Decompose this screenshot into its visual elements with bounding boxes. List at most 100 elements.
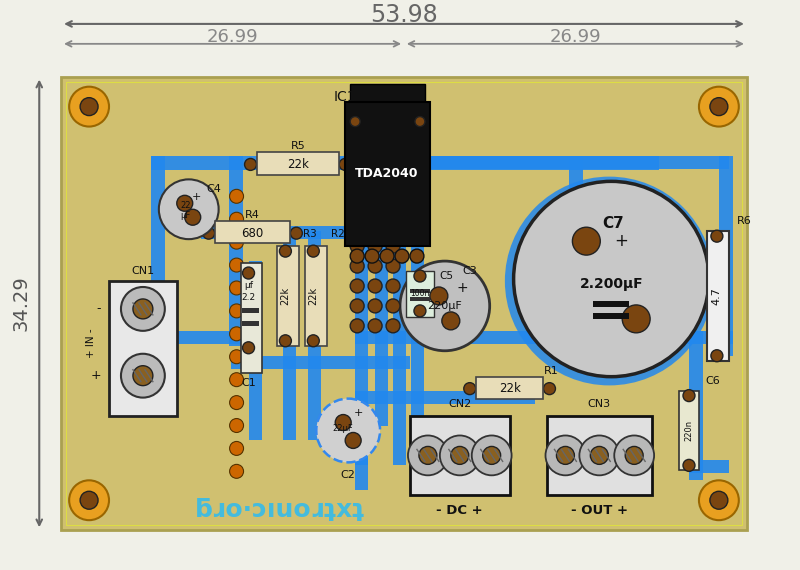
Text: C1: C1 <box>241 378 256 388</box>
Bar <box>410 289 430 293</box>
Circle shape <box>345 433 361 449</box>
Text: -: - <box>97 303 101 315</box>
Circle shape <box>230 327 243 341</box>
Circle shape <box>279 245 291 257</box>
Circle shape <box>699 87 739 127</box>
Text: CN2: CN2 <box>448 398 471 409</box>
Text: 100n: 100n <box>410 290 430 299</box>
Text: 4.7: 4.7 <box>712 287 722 305</box>
Circle shape <box>290 227 302 239</box>
Text: R1: R1 <box>543 366 558 376</box>
Circle shape <box>482 446 501 465</box>
Circle shape <box>464 382 476 394</box>
Text: +: + <box>354 408 363 418</box>
Text: R3: R3 <box>303 229 317 239</box>
Circle shape <box>279 335 291 347</box>
Circle shape <box>626 446 643 465</box>
Text: 22: 22 <box>181 201 191 210</box>
Circle shape <box>410 249 424 263</box>
Circle shape <box>177 196 193 211</box>
Text: - OUT +: - OUT + <box>571 504 628 517</box>
Circle shape <box>395 249 409 263</box>
Bar <box>355 390 368 490</box>
Circle shape <box>415 117 425 127</box>
Circle shape <box>202 227 214 239</box>
Circle shape <box>242 342 254 354</box>
Bar <box>410 297 430 301</box>
Circle shape <box>386 279 400 293</box>
Text: 26.99: 26.99 <box>550 28 601 46</box>
Circle shape <box>133 299 153 319</box>
Bar <box>375 156 388 426</box>
Circle shape <box>230 281 243 295</box>
Circle shape <box>365 249 379 263</box>
Circle shape <box>579 435 619 475</box>
Circle shape <box>230 441 243 455</box>
Circle shape <box>590 446 608 465</box>
Text: CN3: CN3 <box>588 398 611 409</box>
Bar <box>350 84 425 105</box>
Bar <box>406 271 434 317</box>
Circle shape <box>230 418 243 433</box>
Bar <box>570 156 583 356</box>
Circle shape <box>69 481 109 520</box>
Bar <box>570 156 729 169</box>
Bar <box>411 156 424 426</box>
Circle shape <box>230 235 243 249</box>
Circle shape <box>430 287 448 305</box>
Circle shape <box>350 319 364 333</box>
Text: 680: 680 <box>242 227 264 239</box>
Circle shape <box>350 249 364 263</box>
Bar <box>594 313 629 319</box>
Text: C7: C7 <box>602 215 624 231</box>
Circle shape <box>159 180 218 239</box>
Bar <box>278 246 299 346</box>
Bar <box>393 156 406 465</box>
Bar <box>308 231 322 441</box>
Circle shape <box>350 239 364 253</box>
Text: C4: C4 <box>206 184 222 194</box>
Bar <box>241 263 262 373</box>
Circle shape <box>419 446 437 465</box>
Bar <box>109 281 177 416</box>
Circle shape <box>368 279 382 293</box>
Circle shape <box>368 259 382 273</box>
Circle shape <box>350 279 364 293</box>
Bar <box>214 221 290 243</box>
Circle shape <box>472 435 512 475</box>
Text: TDA2040: TDA2040 <box>355 167 418 180</box>
Bar <box>410 416 510 495</box>
Circle shape <box>350 259 364 273</box>
Text: IC1: IC1 <box>334 89 356 104</box>
Text: 26.99: 26.99 <box>206 28 258 46</box>
Bar <box>547 416 652 495</box>
Text: 2.200µF: 2.200µF <box>579 277 643 291</box>
Bar <box>283 231 296 441</box>
Text: µf: µf <box>244 282 253 291</box>
Circle shape <box>711 350 723 362</box>
Circle shape <box>335 414 351 430</box>
Bar <box>345 101 430 246</box>
Circle shape <box>121 354 165 398</box>
Bar <box>229 156 242 346</box>
Circle shape <box>711 230 723 242</box>
Circle shape <box>339 158 351 170</box>
Circle shape <box>350 117 360 127</box>
Circle shape <box>307 245 319 257</box>
Bar <box>151 156 659 170</box>
Circle shape <box>400 261 490 351</box>
Text: 53.98: 53.98 <box>370 3 438 27</box>
Bar <box>355 331 614 344</box>
Circle shape <box>230 465 243 478</box>
Circle shape <box>368 239 382 253</box>
Bar <box>61 77 746 530</box>
Circle shape <box>414 305 426 317</box>
Circle shape <box>386 299 400 313</box>
Circle shape <box>230 396 243 410</box>
Bar <box>689 461 729 473</box>
Bar <box>719 156 733 356</box>
Bar <box>570 331 733 344</box>
Circle shape <box>230 350 243 364</box>
Circle shape <box>622 305 650 333</box>
Circle shape <box>699 481 739 520</box>
